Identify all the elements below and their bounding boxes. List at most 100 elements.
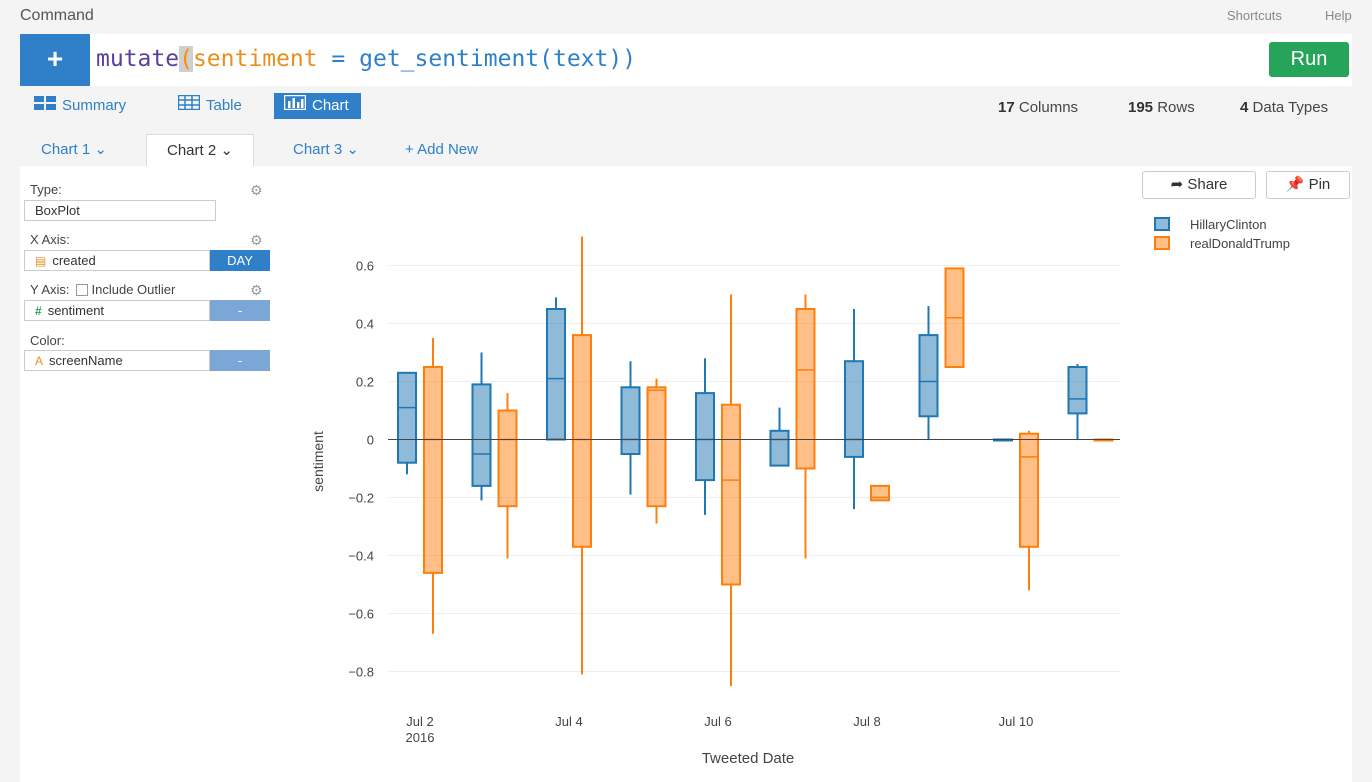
legend-swatch	[1154, 217, 1170, 231]
y-tick-label: −0.8	[348, 665, 374, 680]
columns-number: 17	[998, 99, 1015, 116]
command-input[interactable]: mutate(sentiment = get_sentiment(text))	[96, 46, 636, 72]
command-argument: sentiment	[192, 46, 318, 72]
chart-tabs: Chart 1 ⌄ Chart 2 ⌄ Chart 3 ⌄ + Add New	[20, 134, 1352, 166]
x-tick-label: Jul 2	[406, 714, 433, 729]
tab-summary-label: Summary	[62, 97, 127, 114]
types-number: 4	[1240, 99, 1249, 116]
y-tick-label: 0.6	[356, 259, 374, 274]
chart-icon	[283, 93, 307, 119]
box-body	[918, 334, 939, 418]
pin-icon: 📌	[1285, 176, 1305, 193]
y-tick-label: −0.4	[348, 549, 374, 564]
command-title: Command	[20, 7, 94, 24]
gear-icon[interactable]: ⚙	[250, 182, 263, 198]
number-icon: #	[35, 304, 42, 318]
y-tick-label: 0.4	[356, 317, 374, 332]
box-body	[397, 371, 417, 464]
box-body	[1019, 432, 1039, 548]
command-call: get_sentiment(text))	[359, 46, 637, 72]
share-button[interactable]: ➦ Share	[1142, 171, 1256, 199]
top-bar: Command Shortcuts Help	[0, 0, 1372, 30]
box-body	[695, 392, 715, 482]
run-button[interactable]: Run	[1269, 42, 1349, 77]
columns-count: 17 Columns	[998, 99, 1078, 116]
share-icon: ➦	[1170, 176, 1184, 193]
x-tick-label: Jul 10	[999, 714, 1034, 729]
x-axis-title: Tweeted Date	[702, 750, 795, 767]
y-axis-title: sentiment	[310, 431, 326, 492]
help-link[interactable]: Help	[1325, 8, 1352, 23]
color-value: screenName	[49, 353, 123, 368]
y-tick-label: −0.6	[348, 607, 374, 622]
legend-swatch	[1154, 236, 1170, 250]
rows-number: 195	[1128, 99, 1154, 116]
box-body	[769, 429, 790, 467]
color-option-button[interactable]: -	[210, 350, 270, 371]
tab-chart-1[interactable]: Chart 1 ⌄	[41, 134, 107, 166]
box-body	[620, 386, 641, 455]
x-tick-label: Jul 6	[704, 714, 731, 729]
y-axis-aggregate-button[interactable]: -	[210, 300, 270, 321]
box-body	[646, 386, 667, 508]
tab-chart-1-label: Chart 1	[41, 141, 91, 158]
text-type-icon: A	[35, 354, 44, 368]
shortcuts-link[interactable]: Shortcuts	[1227, 8, 1282, 23]
tab-summary[interactable]: Summary	[34, 93, 126, 119]
box-body	[993, 438, 1013, 442]
include-outlier-checkbox[interactable]	[75, 284, 88, 296]
y-tick-label: −0.2	[348, 491, 374, 506]
pin-label: Pin	[1308, 176, 1331, 193]
y-axis-label-text: Y Axis:	[30, 282, 70, 297]
chart-type-select[interactable]: BoxPlot	[24, 200, 216, 221]
box-body	[870, 484, 890, 502]
gear-icon[interactable]: ⚙	[250, 282, 263, 298]
box-body	[944, 267, 965, 368]
share-label: Share	[1187, 176, 1228, 193]
pin-button[interactable]: 📌 Pin	[1266, 171, 1350, 199]
chevron-down-icon: ⌄	[220, 142, 233, 159]
table-icon	[177, 93, 201, 119]
legend-label: HillaryClinton	[1190, 217, 1267, 232]
y-tick-label: 0.2	[356, 375, 374, 390]
gear-icon[interactable]: ⚙	[250, 232, 263, 248]
x-axis-field[interactable]: ▤ created	[24, 250, 210, 271]
chart-panel: Type: ⚙ BoxPlot X Axis: ⚙ ▤ created DAY Y…	[20, 166, 1352, 782]
box-body	[546, 308, 566, 441]
tab-chart-label: Chart	[312, 97, 349, 114]
summary-icon	[34, 93, 56, 119]
x-axis-label: X Axis:	[30, 232, 70, 247]
tab-chart-2[interactable]: Chart 2 ⌄	[146, 134, 254, 166]
chevron-down-icon: ⌄	[94, 141, 107, 158]
command-open-paren: (	[179, 46, 193, 72]
y-axis-value: sentiment	[47, 303, 105, 318]
legend-label: realDonaldTrump	[1190, 236, 1290, 251]
tab-table-label: Table	[206, 97, 242, 114]
box-body	[423, 366, 443, 574]
y-axis-field[interactable]: # sentiment	[24, 300, 210, 321]
add-command-button[interactable]: +	[20, 34, 90, 86]
command-equals: =	[317, 46, 360, 72]
box-body	[1067, 366, 1088, 415]
x-axis-unit-button[interactable]: DAY	[210, 250, 270, 271]
rows-label: Rows	[1157, 99, 1195, 116]
add-new-chart-button[interactable]: + Add New	[405, 141, 478, 158]
y-tick-label: 0	[367, 433, 374, 448]
calendar-icon: ▤	[35, 254, 47, 268]
y-axis-label: Y Axis: Include Outlier	[30, 282, 175, 297]
box-body	[1093, 438, 1114, 442]
chevron-down-icon: ⌄	[346, 141, 359, 158]
x-tick-label: Jul 4	[555, 714, 582, 729]
tab-chart[interactable]: Chart	[274, 93, 361, 119]
box-body	[844, 360, 864, 458]
box-body	[721, 403, 741, 586]
tab-table[interactable]: Table	[177, 93, 242, 119]
box-body	[572, 334, 592, 548]
x-tick-sublabel: 2016	[406, 730, 435, 745]
tab-chart-3-label: Chart 3	[293, 141, 343, 158]
tab-chart-3[interactable]: Chart 3 ⌄	[293, 134, 359, 166]
box-body	[795, 308, 816, 470]
type-label: Type:	[30, 182, 62, 197]
tab-chart-2-label: Chart 2	[167, 142, 217, 159]
